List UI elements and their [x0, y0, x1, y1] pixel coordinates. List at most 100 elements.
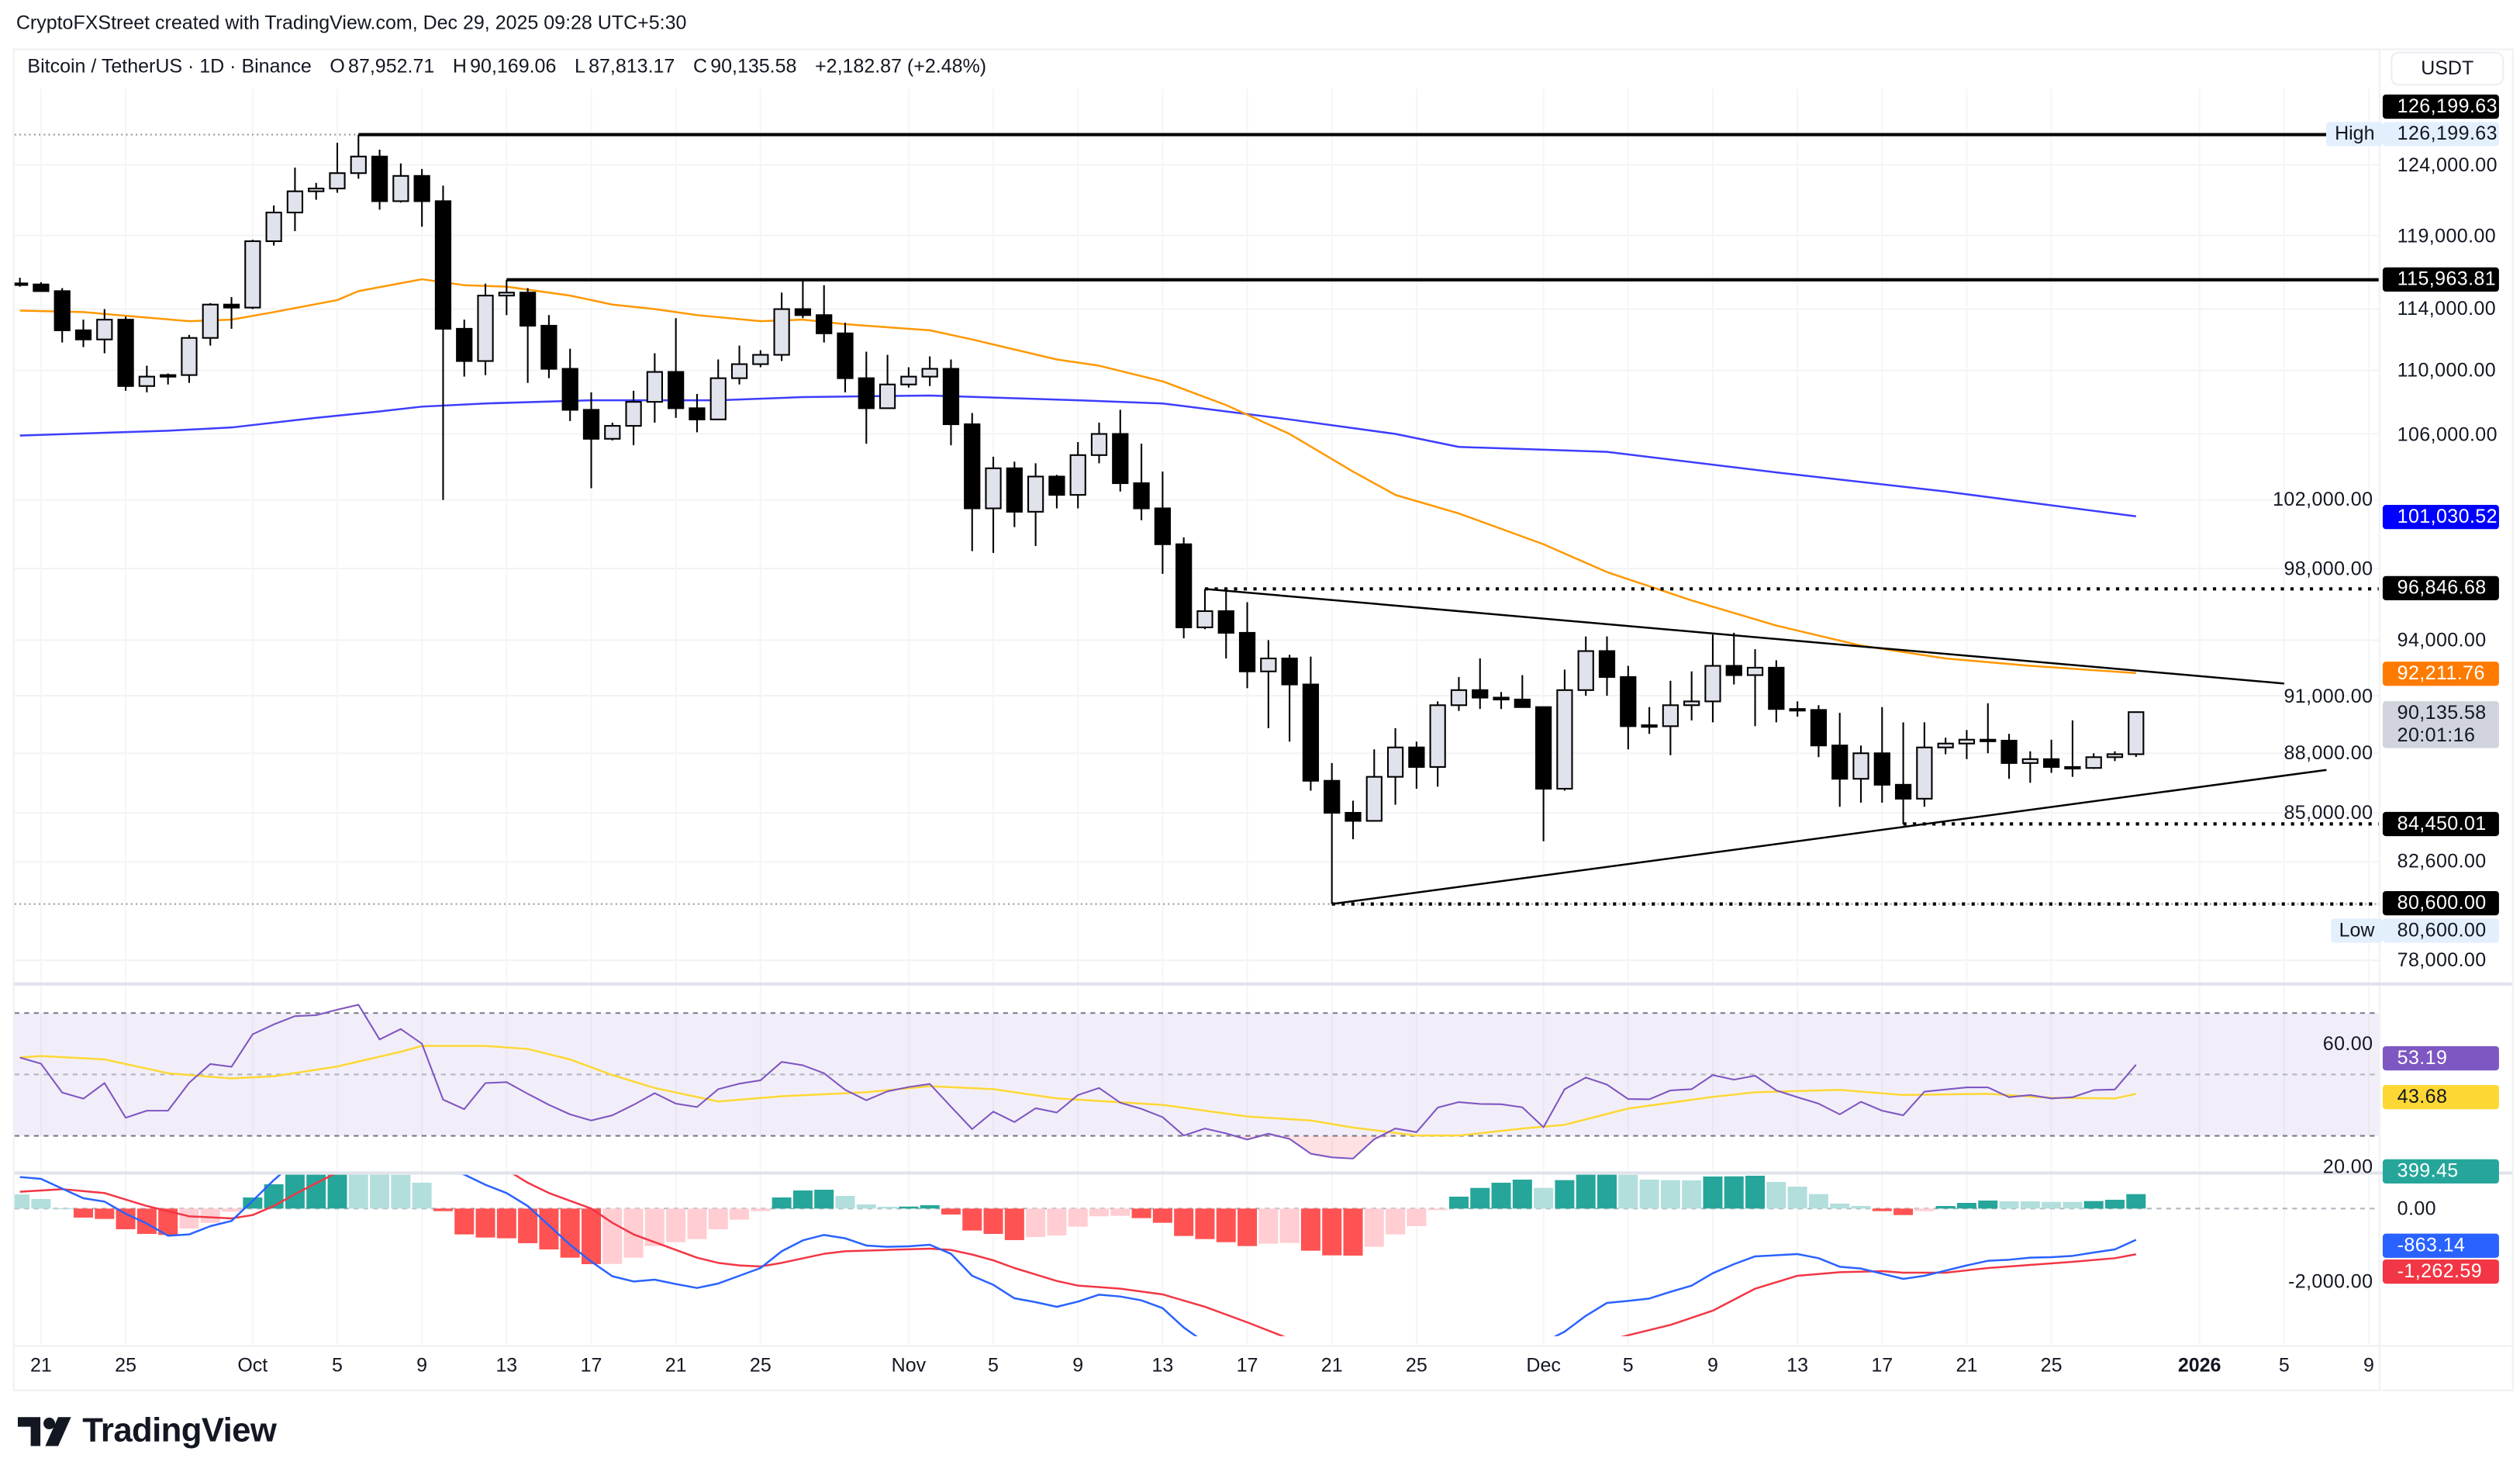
candle[interactable]	[244, 240, 261, 309]
candle[interactable]	[1768, 660, 1785, 723]
candle[interactable]	[1789, 701, 1806, 717]
candle[interactable]	[625, 390, 642, 446]
candle[interactable]	[12, 278, 29, 287]
candle[interactable]	[1450, 676, 1468, 711]
candle[interactable]	[816, 285, 833, 343]
candle[interactable]	[1958, 730, 1976, 759]
candle[interactable]	[1133, 444, 1150, 520]
candle[interactable]	[668, 318, 685, 418]
candle[interactable]	[709, 359, 727, 420]
candle[interactable]	[773, 292, 790, 361]
candle[interactable]	[1090, 422, 1108, 464]
candle[interactable]	[837, 323, 854, 392]
candle[interactable]	[879, 354, 896, 409]
candle[interactable]	[371, 149, 388, 210]
candle[interactable]	[985, 456, 1002, 553]
candle[interactable]	[1873, 707, 1890, 803]
candle[interactable]	[1725, 632, 1742, 685]
candle[interactable]	[1894, 722, 1912, 824]
candle[interactable]	[1154, 472, 1171, 574]
candle[interactable]	[1810, 705, 1828, 758]
candle[interactable]	[434, 185, 452, 500]
descending-trendline[interactable]	[1204, 588, 2284, 685]
candle[interactable]	[96, 309, 113, 354]
candle[interactable]	[646, 353, 663, 423]
candle[interactable]	[1534, 706, 1552, 841]
tradingview-logo[interactable]: TradingView	[17, 1412, 277, 1451]
candle[interactable]	[2042, 739, 2060, 773]
candle[interactable]	[1365, 749, 1383, 822]
candle[interactable]	[1683, 671, 1700, 720]
symbol-title[interactable]: Bitcoin / TetherUS · 1D · Binance	[27, 54, 312, 78]
candle[interactable]	[350, 134, 367, 179]
candle[interactable]	[456, 320, 473, 377]
candle[interactable]	[1386, 727, 1404, 805]
candle[interactable]	[1408, 741, 1425, 789]
candle[interactable]	[223, 297, 240, 329]
candle[interactable]	[1704, 634, 1721, 723]
candle[interactable]	[413, 168, 430, 227]
candle[interactable]	[1493, 692, 1510, 710]
candle[interactable]	[1069, 441, 1086, 509]
candle[interactable]	[74, 320, 92, 347]
candle[interactable]	[1006, 461, 1023, 527]
candle[interactable]	[181, 334, 198, 383]
candle[interactable]	[1260, 640, 1277, 728]
candle[interactable]	[1472, 658, 1489, 710]
ascending-trendline[interactable]	[1331, 769, 2327, 905]
candle[interactable]	[921, 356, 938, 386]
candle[interactable]	[2128, 711, 2145, 757]
candle[interactable]	[1112, 409, 1129, 492]
macd-pane[interactable]	[10, 1138, 2380, 1393]
rsi-pane[interactable]	[14, 1004, 2380, 1159]
candle[interactable]	[1916, 722, 1933, 807]
candle[interactable]	[858, 351, 875, 444]
candle[interactable]	[54, 288, 71, 343]
candle[interactable]	[561, 348, 578, 421]
candle[interactable]	[582, 392, 600, 489]
candle[interactable]	[202, 302, 219, 346]
candle[interactable]	[2000, 734, 2018, 779]
candle[interactable]	[730, 345, 748, 385]
candle[interactable]	[1217, 591, 1234, 658]
candle[interactable]	[1281, 655, 1298, 742]
candle[interactable]	[2021, 751, 2038, 783]
candle[interactable]	[1852, 745, 1869, 803]
candle[interactable]	[2085, 753, 2102, 769]
candle[interactable]	[1429, 701, 1446, 787]
candle[interactable]	[1598, 636, 1616, 696]
candle[interactable]	[392, 163, 409, 203]
candle[interactable]	[964, 413, 981, 551]
candle[interactable]	[1577, 636, 1594, 696]
candle[interactable]	[794, 279, 812, 319]
candle[interactable]	[540, 315, 558, 378]
candle[interactable]	[689, 393, 706, 433]
candle[interactable]	[604, 422, 621, 441]
candle[interactable]	[1196, 589, 1213, 630]
candle[interactable]	[1048, 475, 1065, 509]
currency-button[interactable]: USDT	[2391, 51, 2504, 86]
candle[interactable]	[900, 367, 917, 388]
candle[interactable]	[1514, 675, 1531, 708]
price-pane[interactable]	[12, 133, 2380, 906]
candle[interactable]	[1980, 703, 1997, 754]
candle[interactable]	[519, 288, 537, 383]
candle[interactable]	[1620, 665, 1637, 750]
candle[interactable]	[1345, 800, 1362, 840]
candle[interactable]	[1831, 713, 1849, 807]
candle[interactable]	[1937, 738, 1954, 755]
candle[interactable]	[1556, 669, 1573, 791]
candle[interactable]	[2106, 751, 2124, 762]
candle[interactable]	[33, 282, 50, 292]
candle[interactable]	[138, 365, 155, 392]
candle[interactable]	[2064, 720, 2081, 777]
candle[interactable]	[1746, 649, 1764, 727]
candle[interactable]	[1324, 762, 1341, 904]
candle[interactable]	[477, 283, 494, 375]
candle[interactable]	[117, 316, 134, 391]
candle[interactable]	[1662, 680, 1679, 755]
candle[interactable]	[1238, 602, 1256, 689]
candle[interactable]	[329, 143, 346, 193]
candle[interactable]	[752, 350, 769, 368]
